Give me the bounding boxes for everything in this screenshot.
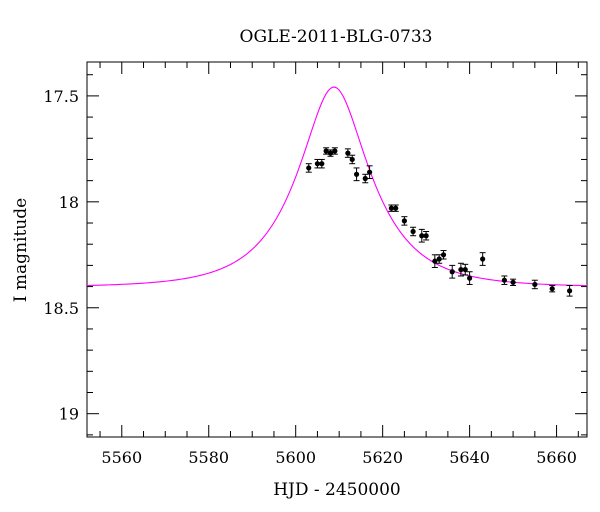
- data-point: [467, 275, 473, 281]
- data-point: [436, 256, 442, 262]
- data-point: [423, 233, 429, 239]
- data-point: [458, 267, 464, 273]
- data-point: [388, 205, 394, 211]
- data-point: [327, 150, 334, 156]
- x-tick-label: 5640: [449, 448, 490, 467]
- data-point: [549, 286, 555, 292]
- data-point: [462, 267, 468, 273]
- y-tick-label: 18: [59, 193, 79, 212]
- data-point: [449, 269, 455, 275]
- plot-area: 5560 5580 5600 5620 5640 5660 17.5 18 18.5 19: [43, 61, 588, 467]
- data-point: [401, 218, 407, 224]
- y-tick-label: 18.5: [43, 299, 79, 318]
- data-point: [501, 277, 507, 283]
- data-point: [323, 148, 329, 154]
- y-tick-label: 17.5: [43, 87, 79, 106]
- x-tick-label: 5560: [101, 448, 142, 467]
- model-curve: [86, 86, 588, 287]
- data-point: [567, 288, 573, 294]
- data-point: [332, 148, 338, 154]
- data-point: [480, 256, 486, 262]
- data-point: [349, 156, 355, 163]
- y-axis-label: I magnitude: [11, 198, 31, 302]
- data-point: [510, 279, 516, 285]
- data-point: [362, 175, 368, 182]
- x-tick-label: 5600: [275, 448, 316, 467]
- data-points: [305, 147, 573, 297]
- y-tick-label: 19: [59, 405, 79, 424]
- data-point: [432, 258, 438, 264]
- x-tick-label: 5580: [188, 448, 229, 467]
- model-curve-line: [86, 86, 588, 287]
- data-point: [410, 228, 416, 235]
- data-point: [532, 281, 538, 288]
- data-point: [440, 252, 447, 258]
- data-point: [393, 205, 399, 211]
- x-tick-label: 5620: [362, 448, 403, 467]
- x-tick-label: 5660: [536, 448, 577, 467]
- data-point: [419, 233, 425, 239]
- data-point: [314, 161, 321, 167]
- plot-frame: [86, 61, 588, 438]
- x-axis-label: HJD - 2450000: [273, 480, 401, 500]
- axis-ticks: 5560 5580 5600 5620 5640 5660 17.5 18 18.5 19: [43, 62, 587, 467]
- data-point: [319, 161, 325, 167]
- data-point: [306, 165, 312, 171]
- data-point: [345, 150, 351, 156]
- data-point: [353, 171, 360, 177]
- data-point: [367, 169, 373, 175]
- chart-title: OGLE-2011-BLG-0733: [240, 27, 433, 47]
